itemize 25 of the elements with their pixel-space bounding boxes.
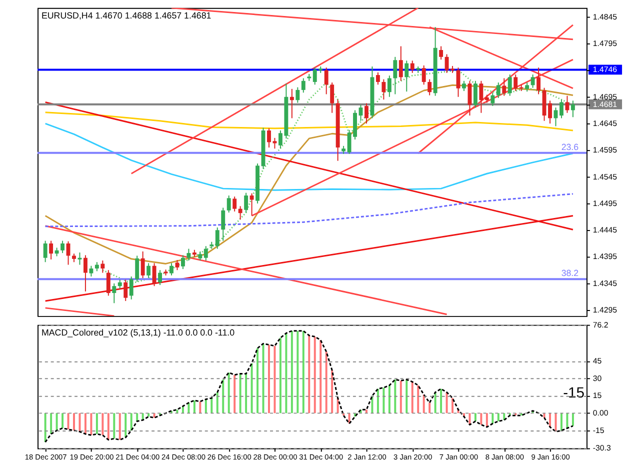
chart-title: EURUSD,H4 1.4670 1.4688 1.4657 1.4681 (41, 10, 212, 21)
y-tick-label: 1.4345 (592, 278, 618, 288)
y-tick-label: 45 (592, 356, 602, 366)
annotation: 23.6 (561, 142, 579, 152)
y-tick-label: 1.4795 (592, 39, 618, 48)
y-tick-label: 1.4595 (592, 146, 618, 155)
annotation: -15 (563, 386, 585, 402)
y-tick-label: 30 (592, 374, 602, 383)
y-tick-label: 76.2 (592, 320, 608, 330)
y-tick-label: 1.4645 (592, 119, 618, 128)
y-tick-label: 1.4545 (592, 172, 618, 182)
chart-title: MACD_Colored_v102 (5,13,1) -11.0 0.0 0.0 -11.0 (41, 328, 235, 338)
y-tick-label: 1.4295 (592, 306, 618, 315)
y-tick-label: 1.4746 (592, 65, 618, 74)
y-tick-label: -30.3 (592, 444, 612, 453)
y-tick-label: 15 (592, 391, 602, 400)
y-tick-label: 1.4395 (592, 252, 618, 262)
y-tick-label: 1.4681 (592, 100, 618, 109)
y-tick-label: 0.00 (592, 408, 609, 418)
y-tick-label: -15 (592, 426, 605, 435)
y-tick-label: 1.4445 (592, 226, 618, 235)
y-tick-label: 1.4695 (592, 92, 618, 102)
y-tick-label: 1.4845 (592, 12, 618, 22)
annotation: 38.2 (561, 268, 579, 278)
y-tick-label: 1.4495 (592, 198, 618, 208)
